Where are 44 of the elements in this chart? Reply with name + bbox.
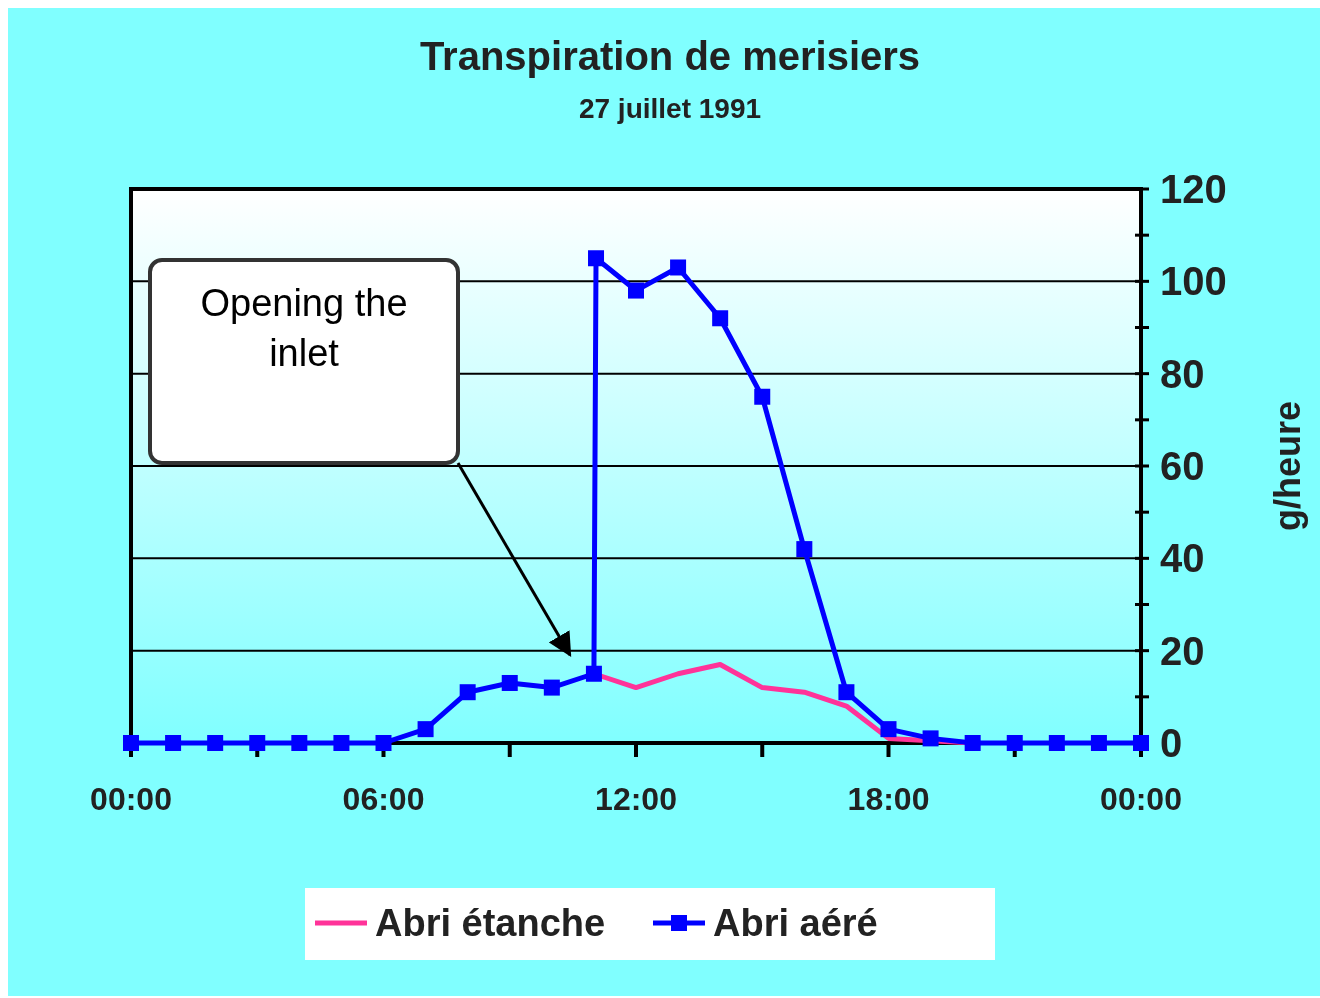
point — [838, 684, 855, 701]
point — [375, 735, 392, 751]
point — [249, 735, 266, 751]
point — [543, 679, 560, 696]
point — [880, 721, 897, 738]
point — [628, 282, 644, 299]
x-tick-label: 18:00 — [847, 781, 930, 817]
y-tick-label: 0 — [1160, 721, 1183, 765]
x-tick-label: 12:00 — [595, 781, 677, 817]
y-tick-label: 20 — [1160, 628, 1205, 673]
point — [333, 735, 350, 751]
point — [459, 684, 476, 701]
point — [123, 735, 139, 751]
point — [207, 735, 224, 751]
x-tick-label: 00:00 — [90, 781, 172, 817]
x-tick-label: 00:00 — [1100, 781, 1182, 817]
legend-label: Abri aéré — [713, 902, 878, 944]
point — [1048, 735, 1065, 751]
y-tick-label: 80 — [1160, 351, 1205, 396]
point — [501, 674, 518, 691]
y-axis-title: g/heure — [1267, 400, 1308, 532]
y-tick-label: 120 — [1160, 167, 1227, 211]
point — [922, 730, 939, 747]
point — [588, 250, 605, 267]
point — [964, 735, 981, 751]
x-tick-label: 06:00 — [342, 781, 425, 817]
y-tick-label: 60 — [1160, 444, 1205, 488]
legend-label: Abri étanche — [375, 902, 606, 944]
point — [670, 259, 687, 276]
point — [1090, 735, 1107, 751]
point — [754, 388, 771, 405]
point — [291, 735, 308, 751]
point — [712, 310, 729, 327]
chart-subtitle: 27 juillet 1991 — [578, 93, 762, 124]
point — [1133, 735, 1149, 751]
chart-title: Transpiration de merisiers — [419, 34, 921, 78]
y-tick-label: 40 — [1160, 536, 1205, 581]
point — [796, 541, 813, 558]
point — [165, 735, 182, 751]
point — [585, 665, 602, 682]
y-tick-label: 100 — [1160, 259, 1227, 304]
point — [1006, 735, 1023, 751]
point — [417, 721, 434, 738]
annotation: Opening the inlet — [200, 282, 408, 374]
